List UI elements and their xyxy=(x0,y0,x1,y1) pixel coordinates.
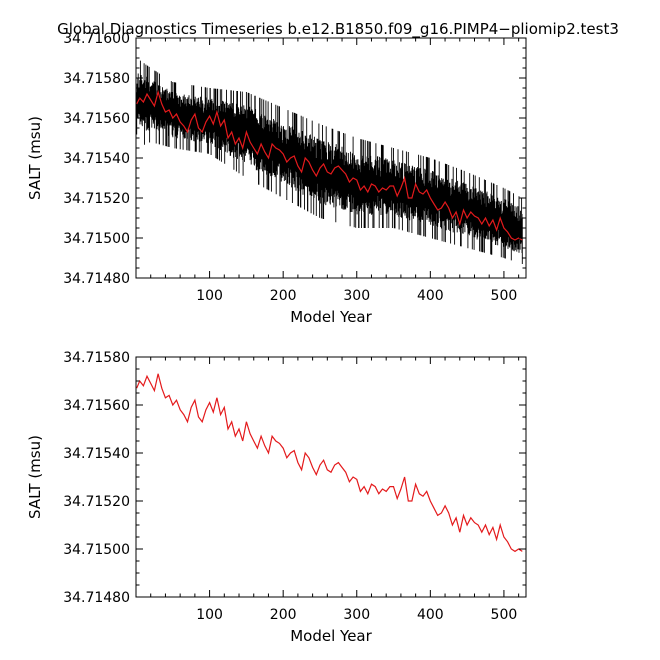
y-axis-label-bottom: SALT (msu) xyxy=(26,435,44,519)
panel-top: 100 200 300 400 500 34.71480 34.71500 34.71520 3… xyxy=(26,31,527,326)
y-tick-label: 34.71580 xyxy=(63,71,130,87)
x-tick-label: 400 xyxy=(417,607,444,623)
ticks-top: 100 200 300 400 500 34.71480 34.71500 34.71520 3… xyxy=(63,31,526,304)
plot-frame-bottom xyxy=(135,356,527,598)
monthly-series-line-top xyxy=(136,60,523,264)
x-tick-label: 200 xyxy=(270,288,297,304)
y-tick-label: 34.71500 xyxy=(63,231,130,247)
plot-area-top xyxy=(136,60,523,264)
y-tick-label: 34.71520 xyxy=(63,191,130,207)
x-tick-label: 100 xyxy=(196,607,223,623)
x-tick-label: 400 xyxy=(417,288,444,304)
ticks-bottom: 100 200 300 400 500 34.71480 34.71500 34.71520 3… xyxy=(63,350,526,623)
x-tick-label: 300 xyxy=(343,288,370,304)
y-tick-label: 34.71540 xyxy=(63,446,130,462)
x-tick-label: 200 xyxy=(270,607,297,623)
figure-title: Global Diagnostics Timeseries b.e12.B185… xyxy=(57,20,619,39)
x-tick-label: 300 xyxy=(343,607,370,623)
y-tick-label: 34.71560 xyxy=(63,111,130,127)
y-tick-label: 34.71600 xyxy=(63,31,130,47)
y-tick-label: 34.71540 xyxy=(63,151,130,167)
y-tick-label: 34.71500 xyxy=(63,542,130,558)
annual-mean-line-bottom xyxy=(136,373,523,553)
y-tick-label: 34.71480 xyxy=(63,271,130,287)
x-tick-label: 500 xyxy=(491,288,518,304)
y-axis-label-top: SALT (msu) xyxy=(26,116,44,200)
plot-area-bottom xyxy=(136,373,523,553)
y-tick-label: 34.71520 xyxy=(63,494,130,510)
x-tick-label: 100 xyxy=(196,288,223,304)
x-tick-label: 500 xyxy=(491,607,518,623)
y-tick-label: 34.71580 xyxy=(63,350,130,366)
panel-bottom: 100 200 300 400 500 34.71480 34.71500 34.71520 3… xyxy=(26,350,527,645)
annual-mean-line-top xyxy=(136,89,523,241)
y-tick-label: 34.71560 xyxy=(63,398,130,414)
x-axis-label-bottom: Model Year xyxy=(290,627,372,645)
x-axis-label-top: Model Year xyxy=(290,308,372,326)
y-tick-label: 34.71480 xyxy=(63,590,130,606)
